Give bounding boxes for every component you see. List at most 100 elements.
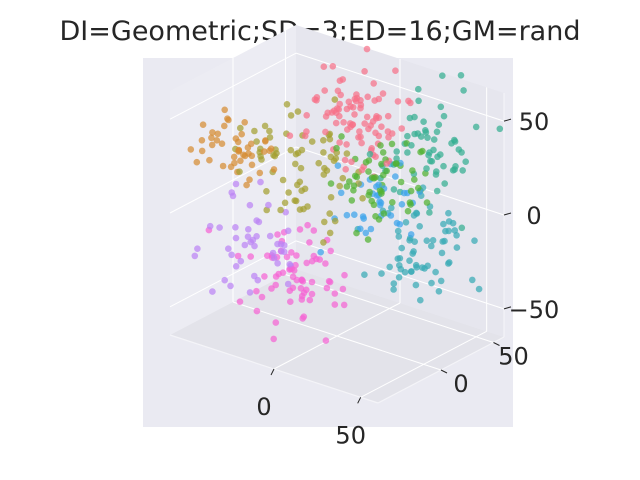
data-point-series-4 [427, 157, 434, 165]
data-point-series-3 [338, 133, 345, 140]
data-point-series-0 [320, 63, 328, 70]
data-point-series-5 [388, 204, 395, 212]
data-point-series-3 [379, 149, 387, 156]
data-point-series-6 [337, 189, 345, 197]
data-point-series-5 [406, 257, 413, 265]
data-point-series-1 [208, 141, 216, 149]
data-point-series-7 [216, 224, 223, 231]
data-point-series-8 [289, 284, 297, 292]
data-point-series-2 [291, 197, 299, 204]
data-point-series-5 [378, 270, 385, 277]
data-point-series-3 [350, 182, 358, 189]
data-point-series-2 [331, 96, 339, 103]
z-tick-mark [503, 212, 512, 216]
data-point-series-5 [428, 279, 435, 287]
data-point-series-2 [315, 159, 323, 167]
data-point-series-2 [320, 239, 327, 246]
data-point-series-2 [339, 174, 347, 182]
data-point-series-8 [299, 315, 307, 322]
data-point-series-0 [332, 119, 340, 127]
grid-line-y [285, 274, 494, 343]
data-point-series-8 [331, 301, 339, 308]
data-point-series-4 [408, 142, 415, 149]
data-point-series-1 [199, 121, 207, 128]
data-point-series-7 [284, 280, 292, 288]
data-point-series-4 [439, 72, 446, 79]
data-point-series-1 [262, 138, 269, 145]
data-point-series-3 [364, 236, 372, 243]
data-point-series-4 [422, 129, 430, 136]
data-point-series-0 [333, 105, 341, 112]
data-point-series-1 [260, 148, 268, 155]
data-point-series-2 [320, 149, 327, 156]
data-point-series-0 [348, 158, 355, 166]
data-point-series-2 [287, 112, 295, 119]
data-point-series-2 [236, 168, 243, 175]
data-point-series-4 [472, 123, 480, 131]
data-point-series-5 [395, 274, 403, 281]
data-point-series-8 [279, 269, 287, 277]
data-point-series-2 [326, 135, 334, 143]
data-point-series-0 [407, 99, 414, 107]
data-point-series-4 [404, 149, 411, 156]
data-point-series-4 [415, 97, 422, 105]
data-point-series-4 [393, 148, 401, 155]
data-point-series-7 [257, 178, 264, 186]
data-point-series-0 [334, 87, 342, 95]
data-point-series-8 [236, 298, 244, 306]
data-point-series-6 [351, 211, 358, 218]
data-point-series-0 [322, 128, 329, 136]
data-point-series-3 [348, 197, 356, 204]
data-point-series-1 [193, 158, 201, 166]
data-point-series-7 [270, 254, 278, 262]
data-point-series-7 [241, 241, 249, 249]
data-point-series-3 [333, 144, 340, 152]
data-point-series-0 [302, 132, 309, 140]
data-point-series-6 [392, 173, 399, 180]
data-point-series-4 [430, 136, 438, 143]
data-point-series-5 [417, 296, 424, 304]
data-point-series-2 [292, 150, 300, 158]
data-point-series-7 [221, 276, 228, 284]
data-point-series-7 [278, 248, 285, 255]
grid-line-y [232, 301, 442, 371]
data-point-series-8 [316, 256, 324, 263]
y-tick-label: 0 [453, 370, 468, 398]
data-point-series-8 [306, 296, 314, 304]
data-point-series-0 [357, 101, 365, 109]
data-point-series-8 [258, 293, 266, 301]
data-point-series-8 [270, 335, 278, 343]
data-point-series-1 [187, 146, 195, 153]
data-point-series-0 [349, 121, 356, 129]
data-point-series-5 [416, 223, 424, 230]
data-point-series-5 [429, 237, 437, 244]
data-point-series-8 [268, 285, 275, 292]
data-point-series-0 [375, 132, 383, 140]
data-point-series-1 [248, 161, 256, 169]
data-point-series-0 [324, 109, 332, 117]
data-point-series-0 [375, 95, 383, 103]
data-point-series-5 [394, 255, 402, 262]
data-point-series-5 [396, 262, 403, 269]
data-point-series-3 [407, 187, 415, 195]
data-point-series-6 [317, 248, 325, 256]
data-point-series-4 [440, 112, 448, 120]
data-point-series-0 [351, 111, 358, 118]
data-point-series-8 [323, 284, 331, 292]
data-point-series-7 [232, 263, 240, 270]
x-tick-mark [357, 397, 362, 404]
data-point-series-7 [282, 208, 290, 216]
data-point-series-4 [433, 168, 440, 175]
data-point-series-2 [251, 127, 258, 135]
data-point-series-8 [322, 337, 330, 344]
data-point-series-1 [244, 144, 252, 151]
data-point-series-5 [475, 285, 483, 293]
data-point-series-5 [394, 227, 402, 235]
data-point-series-4 [404, 132, 411, 140]
data-point-series-8 [303, 259, 311, 267]
data-point-series-4 [426, 209, 433, 216]
data-point-series-2 [283, 101, 291, 108]
data-point-series-0 [364, 93, 372, 101]
data-point-series-5 [471, 237, 478, 244]
data-point-series-3 [393, 160, 400, 167]
